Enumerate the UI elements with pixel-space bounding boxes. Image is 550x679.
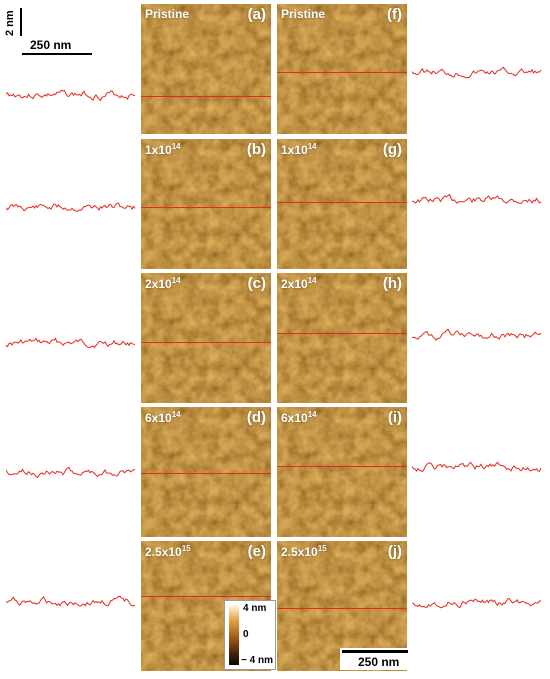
colorbar-max-label: 4 nm [243,603,267,614]
colorbar-mid-label: 0 [243,629,249,640]
fluence-exponent: 14 [171,410,181,419]
height-colorbar: 4 nm 0 − 4 nm [224,600,276,670]
height-profile-left-1 [6,202,136,212]
scan-line [277,466,407,467]
fluence-label: Pristine [281,7,325,21]
fluence-base: 2x10 [145,277,172,291]
scan-line [141,342,271,343]
fluence-exponent: 15 [317,544,327,553]
bottom-scale-bar-line [342,650,408,653]
fluence-base: 2.5x10 [281,545,318,559]
scan-line [277,72,407,73]
scan-line [141,207,271,208]
panel-letter: (i) [387,409,402,426]
scan-line [141,96,271,97]
height-profile-right-4 [412,597,542,609]
profile-trace [6,337,136,349]
fluence-label: 2.5x1015 [145,544,191,559]
fluence-label: 1x1014 [145,142,181,157]
panel-letter: (c) [247,275,266,292]
panel-letter: (e) [247,543,266,560]
scan-line [277,608,407,609]
profile-trace [6,595,136,607]
panel-letter: (j) [387,543,402,560]
fluence-base: 2.5x10 [145,545,182,559]
fluence-label: 6x1014 [145,410,181,425]
profile-trace [6,89,135,102]
profile-trace [6,202,136,212]
horizontal-scale-bar [22,53,92,55]
afm-texture [141,407,271,537]
afm-panel-i: 6x1014 (i) [277,407,407,537]
height-profile-left-3 [6,466,136,479]
fluence-label: 2x1014 [281,276,317,291]
scan-line [141,473,271,474]
height-profile-left-4 [6,595,136,607]
height-profile-right-2 [412,328,542,341]
panel-letter: (g) [382,141,402,158]
fluence-label: 2.5x1015 [281,544,327,559]
scan-line [277,202,407,203]
panel-letter: (h) [382,275,402,292]
afm-texture [141,4,271,134]
panel-letter: (f) [387,6,402,23]
panel-letter: (b) [246,141,266,158]
colorbar-gradient [229,605,239,665]
fluence-base: Pristine [145,7,190,21]
colorbar-min-label: − 4 nm [241,655,273,666]
afm-texture [277,4,407,134]
fluence-label: Pristine [145,7,189,21]
afm-panel-b: 1x1014 (b) [141,139,271,269]
vertical-scale-bar [20,8,22,36]
afm-texture [141,273,271,403]
height-profile-left-0 [6,89,135,102]
afm-texture [141,139,271,269]
fluence-exponent: 14 [307,276,317,285]
fluence-label: 1x1014 [281,142,317,157]
fluence-label: 2x1014 [145,276,181,291]
profile-trace [412,66,542,79]
fluence-exponent: 14 [307,410,317,419]
profile-trace [6,466,136,479]
fluence-exponent: 14 [171,142,181,151]
afm-panel-f: Pristine (f) [277,4,407,134]
afm-texture [277,273,407,403]
horizontal-scale-label: 250 nm [30,38,72,52]
fluence-base: 1x10 [145,143,172,157]
fluence-label: 6x1014 [281,410,317,425]
afm-panel-h: 2x1014 (h) [277,273,407,403]
fluence-base: 6x10 [145,411,172,425]
afm-panel-d: 6x1014 (d) [141,407,271,537]
afm-panel-c: 2x1014 (c) [141,273,271,403]
bottom-scale-label: 250 nm [358,655,400,669]
panel-letter: (a) [247,6,266,23]
height-profile-right-0 [412,66,542,79]
afm-texture [277,139,407,269]
height-profile-left-2 [6,337,136,349]
scan-line [141,596,271,597]
fluence-base: 1x10 [281,143,308,157]
profile-trace [412,597,542,609]
height-profile-right-1 [412,193,542,204]
profile-trace [412,328,542,341]
afm-panel-a: Pristine (a) [141,4,271,134]
fluence-exponent: 14 [307,142,317,151]
profile-trace [412,461,542,473]
fluence-exponent: 14 [171,276,181,285]
afm-panel-g: 1x1014 (g) [277,139,407,269]
panel-letter: (d) [246,409,266,426]
vertical-scale-label: 2 nm [4,10,16,36]
bottom-scale-bar: 250 nm [340,648,410,670]
fluence-base: 2x10 [281,277,308,291]
profile-trace [412,193,542,204]
fluence-exponent: 15 [181,544,191,553]
height-profile-right-3 [412,461,542,473]
afm-texture [277,407,407,537]
fluence-base: 6x10 [281,411,308,425]
scan-line [277,333,407,334]
fluence-base: Pristine [281,7,326,21]
